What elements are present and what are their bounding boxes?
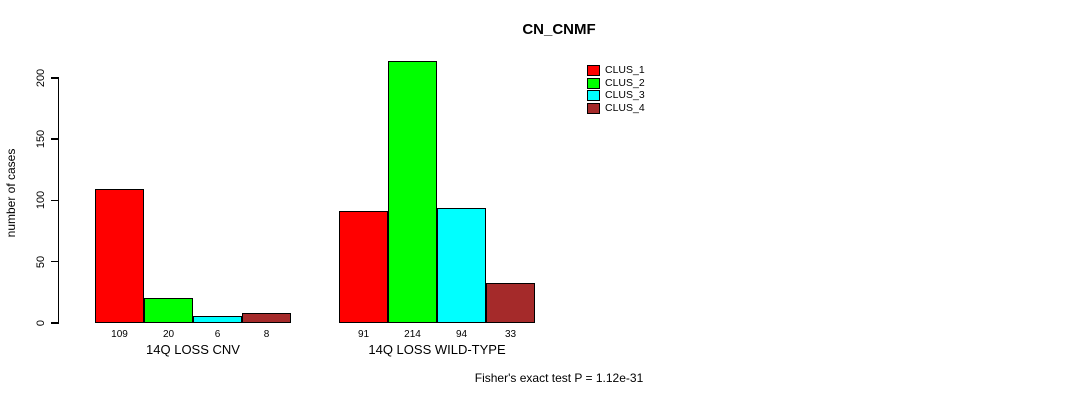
- bar-clus_3-group-1: [437, 207, 486, 323]
- y-axis-label: number of cases: [4, 148, 18, 238]
- bar-value-label: 6: [214, 329, 221, 340]
- category-label-cnv: 14Q LOSS CNV: [146, 342, 240, 357]
- bar-value-label: 109: [111, 329, 128, 340]
- legend-swatch: [587, 64, 600, 76]
- legend-swatch: [587, 90, 600, 102]
- bar-value-label: 20: [162, 329, 175, 340]
- bar-clus_1-group-0: [95, 189, 144, 323]
- y-axis-tick-label: 200: [35, 68, 47, 87]
- legend-swatch: [587, 102, 600, 114]
- legend-label: CLUS_2: [605, 76, 645, 89]
- bar-clus_1-group-1: [339, 211, 388, 323]
- legend-item-clus-3: CLUS_3: [587, 89, 645, 102]
- bar-clus_3-group-0: [193, 315, 242, 323]
- bar-clus_2-group-1: [388, 60, 437, 323]
- legend-item-clus-1: CLUS_1: [587, 64, 645, 77]
- legend-label: CLUS_3: [605, 89, 645, 102]
- chart-title: CN_CNMF: [522, 21, 596, 38]
- y-axis-tick: [51, 138, 59, 140]
- bar-value-label: 214: [404, 329, 421, 340]
- bar-value-label: 8: [263, 329, 270, 340]
- legend-item-clus-2: CLUS_2: [587, 77, 645, 90]
- legend-item-clus-4: CLUS_4: [587, 102, 645, 115]
- y-axis-tick: [51, 77, 59, 79]
- y-axis-tick: [51, 199, 59, 202]
- legend-label: CLUS_1: [605, 64, 645, 77]
- bar-value-label: 94: [455, 329, 468, 340]
- bar-value-label: 33: [504, 329, 517, 340]
- y-axis-tick: [51, 260, 59, 263]
- y-axis-tick-label: 0: [35, 319, 47, 327]
- legend-swatch: [587, 77, 600, 89]
- y-axis-tick-label: 150: [35, 129, 47, 149]
- y-axis-tick-label: 100: [35, 191, 47, 210]
- y-axis-tick: [51, 322, 59, 324]
- bar-value-label: 91: [357, 329, 370, 340]
- category-label-wild-type: 14Q LOSS WILD-TYPE: [368, 342, 506, 357]
- bar-clus_2-group-0: [144, 298, 193, 323]
- bar-clus_4-group-1: [486, 282, 535, 323]
- y-axis-tick-label: 50: [35, 255, 47, 268]
- legend-label: CLUS_4: [605, 102, 645, 115]
- bar-clus_4-group-0: [242, 313, 291, 323]
- fisher-test-annotation: Fisher's exact test P = 1.12e-31: [474, 371, 644, 385]
- legend: CLUS_1 CLUS_2 CLUS_3 CLUS_4: [587, 64, 645, 115]
